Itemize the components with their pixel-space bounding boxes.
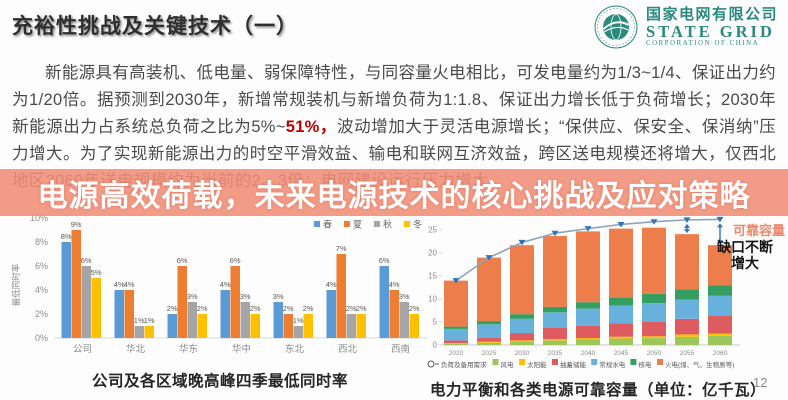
svg-text:0: 0 (433, 341, 438, 350)
reliable-capacity-label: 可靠容量 (733, 223, 786, 238)
logo-text: 国家电网有限公司 STATE GRID CORPORATION OF CHINA (646, 7, 778, 47)
svg-text:2%: 2% (250, 304, 261, 313)
svg-text:6%: 6% (230, 256, 241, 265)
svg-text:公司: 公司 (73, 344, 92, 355)
svg-text:5: 5 (433, 318, 438, 327)
overlay-banner: 电源高效荷载，未来电源技术的核心挑战及应对策略 (0, 169, 788, 216)
svg-text:东北: 东北 (285, 343, 305, 355)
svg-text:火电(煤、气、生物质等): 火电(煤、气、生物质等) (665, 360, 734, 369)
svg-text:2055: 2055 (680, 350, 695, 357)
svg-text:8%: 8% (35, 237, 48, 247)
left-chart-caption: 公司及各区域晚高峰四季最低同时率 (91, 373, 348, 390)
svg-text:负荷及备用需求: 负荷及备用需求 (441, 360, 487, 369)
svg-text:10%: 10% (30, 213, 48, 223)
svg-text:抽蓄储能: 抽蓄储能 (560, 360, 587, 369)
logo-name-cn: 国家电网有限公司 (645, 5, 778, 23)
svg-text:2045: 2045 (614, 350, 629, 357)
right-chart-caption: 电力平衡和各类电源可靠容量（单位：亿千瓦） (430, 382, 767, 399)
svg-text:15: 15 (428, 272, 437, 281)
svg-text:华东: 华东 (179, 343, 198, 355)
simultaneity-rate-bar-chart: 0%2%4%6%8%10%最低同时率春夏秋冬8%9%6%5%公司4% 4%1% 1%… (11, 213, 428, 355)
svg-text:冬: 冬 (413, 219, 422, 230)
svg-text:3%: 3% (240, 292, 251, 301)
state-grid-emblem-icon (594, 5, 638, 49)
svg-text:2%: 2% (283, 304, 294, 313)
svg-text:8%: 8% (61, 232, 72, 241)
svg-text:2035: 2035 (548, 350, 563, 357)
slide-title: 充裕性挑战及关键技术（一） (12, 15, 298, 38)
banner-headline: 电源高效荷载，未来电源技术的核心挑战及应对策略 (37, 179, 751, 213)
svg-text:西南: 西南 (391, 343, 410, 355)
growing-gap-label: 缺口不断增大 (717, 239, 773, 271)
svg-text:风电: 风电 (501, 360, 515, 369)
svg-text:6%: 6% (177, 256, 188, 265)
svg-text:9%: 9% (71, 220, 82, 229)
svg-text:2030: 2030 (515, 350, 530, 357)
body-segment-1: 新能源具有高装机、低电量、弱保障特性，与同容量火电相比，可发电量约为1/3~1/… (12, 64, 776, 136)
svg-text:25: 25 (428, 226, 437, 235)
svg-text:2%: 2% (356, 304, 367, 313)
svg-text:2%: 2% (35, 309, 48, 319)
svg-text:4%: 4% (35, 285, 48, 295)
svg-text:4%: 4% (389, 280, 400, 289)
svg-text:2%: 2% (346, 304, 357, 313)
svg-text:西北: 西北 (338, 344, 358, 355)
logo-name-en: STATE GRID (645, 21, 775, 41)
svg-text:10: 10 (428, 295, 437, 304)
svg-text:2%: 2% (409, 304, 420, 313)
svg-text:7%: 7% (336, 244, 347, 253)
svg-text:2040: 2040 (581, 350, 596, 357)
svg-text:核电: 核电 (638, 360, 652, 369)
svg-text:4%: 4% (124, 280, 135, 289)
svg-text:2%: 2% (197, 304, 208, 313)
svg-text:6%: 6% (35, 261, 48, 271)
svg-text:3%: 3% (187, 292, 198, 301)
svg-text:2050: 2050 (647, 350, 662, 357)
svg-text:6%: 6% (379, 256, 390, 265)
svg-text:春: 春 (323, 219, 332, 230)
svg-text:3%: 3% (273, 292, 284, 301)
logo-sub-en: CORPORATION OF CHINA (645, 39, 760, 47)
svg-text:20: 20 (428, 249, 437, 258)
body-highlight-51pct: 51%， (285, 118, 338, 136)
svg-text:华中: 华中 (232, 343, 251, 355)
svg-text:2%: 2% (303, 304, 314, 313)
svg-text:3%: 3% (399, 292, 410, 301)
page-number: 12 (753, 375, 768, 390)
svg-text:2020: 2020 (449, 350, 464, 357)
svg-text:2025: 2025 (482, 350, 497, 357)
svg-text:秋: 秋 (383, 219, 392, 230)
svg-text:2%: 2% (167, 304, 178, 313)
svg-text:5%: 5% (91, 268, 102, 277)
svg-text:1%: 1% (134, 316, 145, 325)
state-grid-logo: 国家电网有限公司 STATE GRID CORPORATION OF CHINA (593, 4, 778, 50)
svg-text:常规水电: 常规水电 (599, 360, 626, 369)
svg-text:1%: 1% (144, 316, 155, 325)
svg-text:4%: 4% (114, 280, 125, 289)
svg-text:最低同时率: 最低同时率 (11, 263, 21, 306)
svg-text:华北: 华北 (126, 343, 146, 355)
svg-text:夏: 夏 (353, 220, 362, 230)
svg-text:4%: 4% (220, 280, 231, 289)
svg-text:4%: 4% (326, 280, 337, 289)
svg-text:0%: 0% (35, 333, 48, 343)
svg-text:太阳能: 太阳能 (527, 360, 547, 369)
svg-text:6%: 6% (81, 256, 92, 265)
svg-text:2060: 2060 (713, 350, 728, 357)
svg-text:1%: 1% (293, 316, 304, 325)
